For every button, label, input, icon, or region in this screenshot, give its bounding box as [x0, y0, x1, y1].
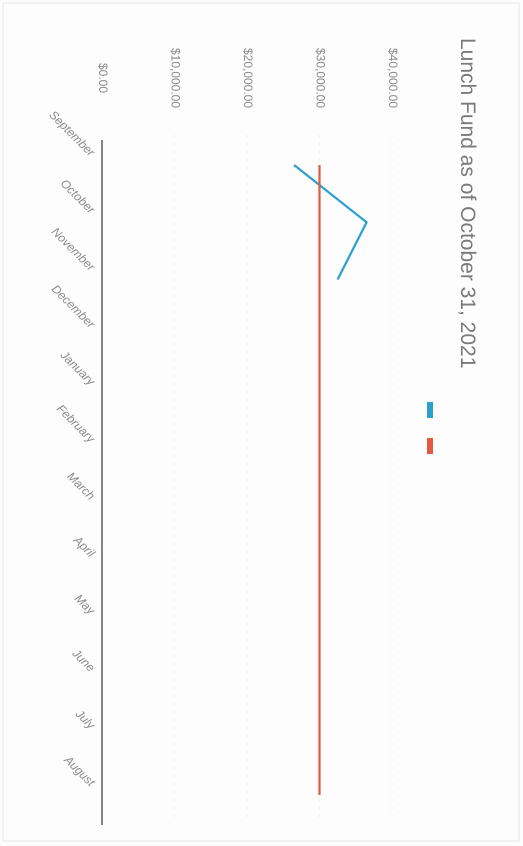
- legend: [427, 402, 433, 454]
- x-tick-label: May: [72, 591, 99, 618]
- y-tick-label: $10,000.00: [168, 48, 182, 108]
- x-tick-label: January: [57, 347, 99, 389]
- y-axis-labels: $0.00 $10,000.00 $20,000.00 $30,000.00 $40,0…: [96, 48, 400, 108]
- series-line-1: [293, 164, 368, 280]
- x-tick-label: April: [70, 532, 98, 560]
- chart-title: Lunch Fund as of October 31, 2021: [456, 38, 479, 368]
- x-tick-label: December: [49, 282, 99, 332]
- y-tick-label: $0.00: [96, 63, 110, 93]
- x-tick-label: September: [46, 108, 98, 160]
- x-tick-label: October: [58, 176, 99, 217]
- x-axis-labels: September October November December January F…: [46, 108, 98, 790]
- x-tick-label: August: [61, 752, 98, 789]
- x-tick-label: February: [54, 402, 99, 447]
- x-tick-label: November: [49, 225, 99, 275]
- y-tick-label: $30,000.00: [313, 48, 327, 108]
- y-tick-label: $20,000.00: [241, 48, 255, 108]
- legend-swatch-2: [427, 438, 433, 454]
- y-tick-label: $40,000.00: [386, 48, 400, 108]
- x-tick-label: June: [69, 646, 98, 675]
- series-lines: [293, 164, 368, 795]
- legend-swatch-1: [427, 402, 433, 418]
- x-tick-label: July: [72, 706, 98, 732]
- x-tick-label: March: [64, 469, 98, 503]
